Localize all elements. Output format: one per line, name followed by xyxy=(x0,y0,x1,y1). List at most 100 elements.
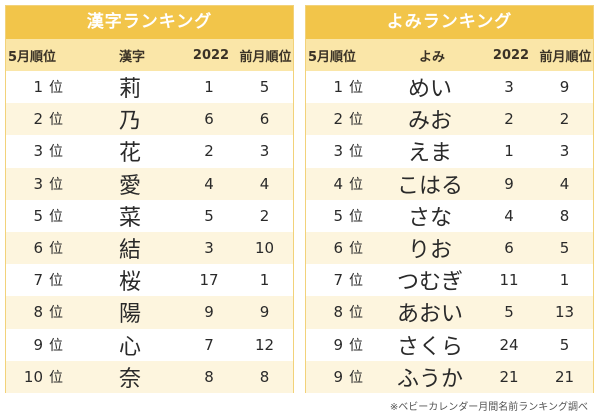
rank-suffix: 位 xyxy=(49,112,63,129)
rank-suffix: 位 xyxy=(349,80,363,97)
prev-rank-cell: 2 xyxy=(259,206,270,225)
rank-2022-cell: 2 xyxy=(504,110,514,129)
name-cell: 桜 xyxy=(118,270,141,296)
header-may-rank: 5月順位 xyxy=(8,49,57,65)
header-2022: 2022 xyxy=(192,47,230,63)
rank-2022-cell: 9 xyxy=(504,174,514,193)
rank-2022-cell: 3 xyxy=(504,78,514,97)
rank-suffix: 位 xyxy=(349,176,363,193)
table-row: 1 位 めい 3 9 xyxy=(306,71,593,104)
rank-suffix: 位 xyxy=(349,337,363,354)
kanji-table-header: 5月順位 漢字 2022 前月順位 xyxy=(6,39,293,71)
rank-suffix: 位 xyxy=(49,144,63,161)
rank-suffix: 位 xyxy=(49,369,63,386)
prev-rank-cell: 4 xyxy=(259,174,270,193)
table-row: 7 位つむぎ 11 1 xyxy=(306,264,593,297)
name-cell: さな xyxy=(407,205,452,231)
rank-suffix: 位 xyxy=(49,273,63,290)
rank-suffix: 位 xyxy=(49,208,63,225)
prev-rank-cell: 1 xyxy=(259,271,270,290)
header-2022: 2022 xyxy=(492,47,530,63)
table-row: 2 位みお 2 2 xyxy=(306,103,593,136)
table-row: 7 位 桜 17 1 xyxy=(6,264,293,297)
table-row: 9 位さくら 24 5 xyxy=(306,328,593,361)
rank-2022-cell: 1 xyxy=(504,142,514,161)
rank-2022-cell: 8 xyxy=(204,367,214,386)
table-row: 6 位 結 3 10 xyxy=(6,231,293,265)
rank-2022-cell: 11 xyxy=(499,271,519,290)
rank-2022-cell: 24 xyxy=(499,335,519,354)
rank-suffix: 位 xyxy=(49,176,63,193)
rank-2022-cell: 7 xyxy=(204,335,214,354)
rank-number: 3 xyxy=(33,142,43,161)
rank-suffix: 位 xyxy=(49,337,63,354)
name-cell: ふうか xyxy=(396,366,463,392)
name-cell: 愛 xyxy=(118,173,141,199)
prev-rank-cell: 13 xyxy=(554,303,575,322)
kanji-table-title: 漢字ランキング xyxy=(6,6,293,39)
rank-number: 5 xyxy=(333,206,343,225)
name-cell: 花 xyxy=(118,141,141,167)
header-may-rank: 5月順位 xyxy=(308,49,357,65)
prev-rank-cell: 21 xyxy=(554,367,575,386)
rank-2022-cell: 2 xyxy=(204,142,214,161)
prev-rank-cell: 4 xyxy=(559,174,570,193)
rank-number: 2 xyxy=(333,110,343,129)
prev-rank-cell: 5 xyxy=(559,239,570,258)
rank-2022-cell: 21 xyxy=(499,367,519,386)
table-row: 9 位ふうか 21 21 xyxy=(306,360,593,393)
prev-rank-cell: 2 xyxy=(559,110,570,129)
prev-rank-cell: 8 xyxy=(259,367,270,386)
rank-suffix: 位 xyxy=(49,305,63,322)
name-cell: さくら xyxy=(396,334,463,360)
rank-2022-cell: 6 xyxy=(504,239,514,258)
rank-2022-cell: 3 xyxy=(204,239,214,258)
rank-number: 7 xyxy=(333,271,343,290)
prev-rank-cell: 6 xyxy=(259,110,270,129)
prev-rank-cell: 9 xyxy=(559,78,570,97)
rank-number: 6 xyxy=(33,239,43,258)
rank-number: 9 xyxy=(333,335,343,354)
name-cell: 陽 xyxy=(118,302,141,328)
name-cell: 莉 xyxy=(118,77,141,103)
prev-rank-cell: 9 xyxy=(259,303,270,322)
rank-number: 4 xyxy=(333,174,343,193)
prev-rank-cell: 1 xyxy=(559,271,570,290)
table-row: 8 位あおい 5 13 xyxy=(306,296,593,329)
name-cell: 菜 xyxy=(118,205,141,231)
prev-rank-cell: 3 xyxy=(259,142,270,161)
table-row: 6 位りお 6 5 xyxy=(306,231,593,265)
table-row: 3 位えま 1 3 xyxy=(306,135,593,168)
name-cell: 心 xyxy=(118,334,141,360)
rank-suffix: 位 xyxy=(349,112,363,129)
name-cell: あおい xyxy=(396,302,463,328)
rank-2022-cell: 5 xyxy=(204,206,214,225)
name-cell: りお xyxy=(407,238,452,264)
rank-number: 9 xyxy=(33,335,43,354)
rank-suffix: 位 xyxy=(49,241,63,258)
table-row: 5 位 さな 4 8 xyxy=(306,199,593,232)
prev-rank-cell: 3 xyxy=(559,142,570,161)
rank-number: 10 xyxy=(23,367,43,386)
rank-suffix: 位 xyxy=(349,305,363,322)
rank-number: 1 xyxy=(33,78,43,97)
header-kanji: 漢字 xyxy=(118,49,145,65)
name-cell: こはる xyxy=(396,173,463,199)
rank-2022-cell: 17 xyxy=(199,271,219,290)
